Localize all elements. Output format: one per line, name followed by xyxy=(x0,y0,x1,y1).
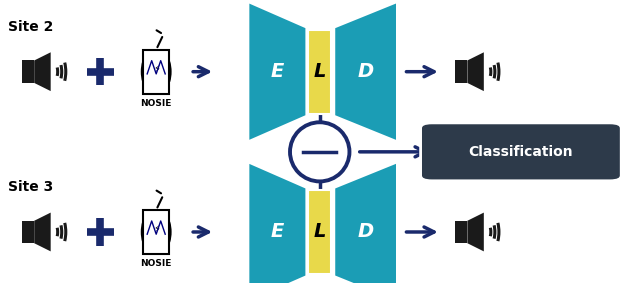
Polygon shape xyxy=(467,52,484,91)
Polygon shape xyxy=(34,52,50,91)
Polygon shape xyxy=(455,221,467,243)
Text: Site 3: Site 3 xyxy=(7,180,53,194)
Ellipse shape xyxy=(290,122,350,181)
Polygon shape xyxy=(334,162,397,284)
Text: Classification: Classification xyxy=(468,145,573,159)
Polygon shape xyxy=(248,162,307,284)
Polygon shape xyxy=(22,60,34,83)
Polygon shape xyxy=(467,213,484,251)
Text: E: E xyxy=(271,62,284,81)
Text: ⚡: ⚡ xyxy=(153,63,160,73)
Polygon shape xyxy=(308,190,332,274)
Polygon shape xyxy=(455,60,467,83)
Text: L: L xyxy=(313,62,326,81)
Polygon shape xyxy=(143,50,169,94)
Polygon shape xyxy=(308,30,332,114)
Text: L: L xyxy=(313,222,326,241)
Polygon shape xyxy=(34,213,50,251)
Polygon shape xyxy=(334,1,397,142)
Text: NOSIE: NOSIE xyxy=(141,99,172,108)
Text: E: E xyxy=(271,222,284,241)
Text: D: D xyxy=(358,62,374,81)
Text: ⚡: ⚡ xyxy=(153,224,160,234)
Polygon shape xyxy=(248,1,307,142)
FancyBboxPatch shape xyxy=(420,123,621,181)
Text: NOSIE: NOSIE xyxy=(141,259,172,268)
Polygon shape xyxy=(143,210,169,254)
Polygon shape xyxy=(22,221,34,243)
Text: D: D xyxy=(358,222,374,241)
Text: Site 2: Site 2 xyxy=(7,20,53,34)
